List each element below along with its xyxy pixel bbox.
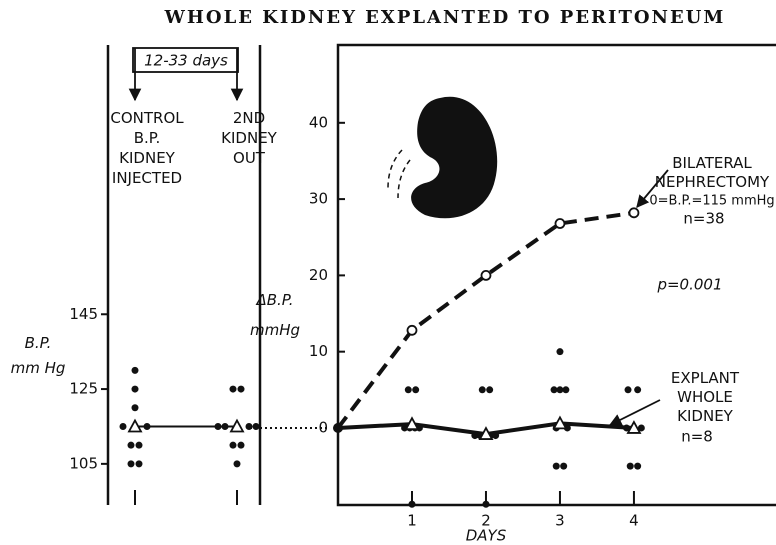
series-line bbox=[338, 213, 634, 428]
data-point bbox=[238, 442, 245, 449]
data-point bbox=[128, 460, 135, 467]
marker bbox=[334, 424, 342, 432]
data-point bbox=[405, 386, 412, 393]
y-tick-label: 20 bbox=[309, 266, 328, 284]
data-point bbox=[486, 386, 493, 393]
kidney-icon bbox=[411, 97, 497, 219]
data-point bbox=[132, 367, 139, 374]
data-point bbox=[553, 463, 560, 470]
y-tick-label: 10 bbox=[309, 342, 328, 360]
data-point bbox=[625, 386, 632, 393]
chart: WHOLE KIDNEY EXPLANTED TO PERITONEUM 12-… bbox=[0, 0, 776, 545]
y-tick-label: 0 bbox=[318, 418, 328, 436]
data-point bbox=[120, 423, 127, 430]
arrow bbox=[610, 400, 660, 425]
y-tick-label: 125 bbox=[69, 380, 98, 398]
data-point bbox=[230, 386, 237, 393]
x-tick-label: 4 bbox=[629, 512, 639, 530]
series-n: n=8 bbox=[681, 428, 713, 446]
data-point bbox=[408, 501, 415, 508]
interval-label: 12-33 days bbox=[144, 52, 228, 70]
data-point bbox=[627, 463, 634, 470]
marker bbox=[555, 219, 564, 228]
data-point bbox=[128, 442, 135, 449]
data-point bbox=[253, 423, 260, 430]
vessel-lines bbox=[388, 150, 410, 198]
x-tick-label: 3 bbox=[555, 512, 565, 530]
data-point bbox=[556, 348, 563, 355]
marker bbox=[481, 271, 490, 280]
data-point bbox=[132, 386, 139, 393]
marker bbox=[407, 326, 416, 335]
y-axis-label: ΔB.P.mmHg bbox=[250, 291, 300, 339]
data-point bbox=[132, 404, 139, 411]
data-point bbox=[634, 386, 641, 393]
data-point bbox=[136, 460, 143, 467]
data-point bbox=[560, 463, 567, 470]
data-point bbox=[562, 386, 569, 393]
y-tick-label: 30 bbox=[309, 190, 328, 208]
data-point bbox=[234, 460, 241, 467]
y-tick-label: 105 bbox=[69, 454, 98, 472]
data-point bbox=[412, 386, 419, 393]
series-n: n=38 bbox=[683, 210, 724, 228]
y-tick-label: 40 bbox=[309, 113, 328, 131]
series-note: 0=B.P.=115 mmHg bbox=[649, 194, 774, 209]
data-point bbox=[634, 463, 641, 470]
data-point bbox=[136, 442, 143, 449]
x-axis-label: DAYS bbox=[466, 527, 507, 545]
data-point bbox=[238, 386, 245, 393]
data-point bbox=[482, 501, 489, 508]
chart-title: WHOLE KIDNEY EXPLANTED TO PERITONEUM bbox=[164, 7, 726, 28]
x-tick-label: 1 bbox=[407, 512, 417, 530]
y-axis-label: B.P.mm Hg bbox=[11, 334, 66, 377]
marker bbox=[629, 208, 638, 217]
data-point bbox=[246, 423, 253, 430]
data-point bbox=[479, 386, 486, 393]
annotation: p=0.001 bbox=[656, 276, 722, 294]
data-point bbox=[230, 442, 237, 449]
y-tick-label: 145 bbox=[69, 305, 98, 323]
